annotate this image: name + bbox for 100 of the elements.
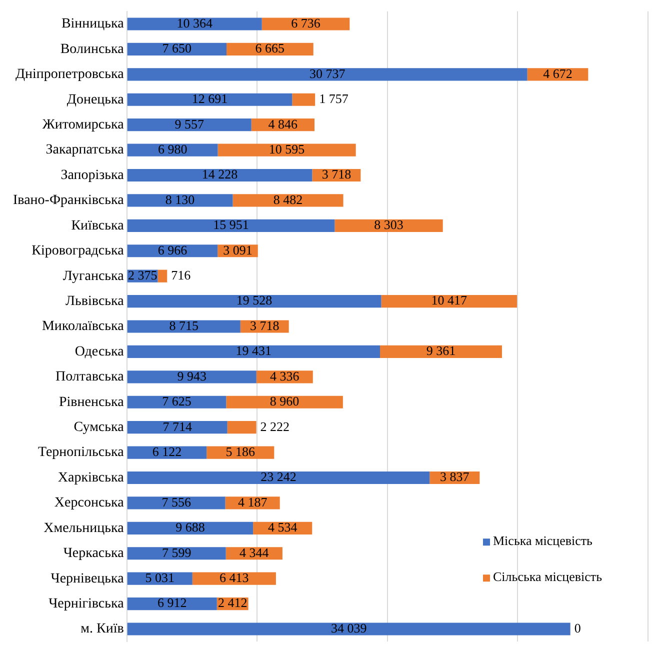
bar: [227, 421, 256, 434]
data-label: 14 228: [202, 166, 238, 182]
data-label: 10 364: [176, 15, 213, 30]
bar: [127, 345, 380, 358]
data-label: 7 650: [162, 40, 192, 56]
data-label: 30 737: [309, 66, 346, 81]
data-label: 5 186: [226, 444, 256, 459]
bar: [127, 622, 570, 636]
y-tick-label: Кіровоградська: [32, 244, 125, 259]
data-label: 10 595: [268, 141, 305, 156]
data-label: 12 691: [192, 91, 228, 106]
y-tick-label: Полтавська: [55, 370, 125, 385]
bar: [206, 446, 274, 459]
data-label: 1 757: [319, 91, 349, 106]
data-label: 4 187: [238, 494, 268, 510]
data-label: 3 091: [223, 242, 252, 258]
y-tick-label: Волинська: [60, 42, 125, 57]
bar: [127, 547, 226, 560]
y-tick-label: Одеська: [74, 344, 125, 360]
bar: [127, 370, 256, 384]
data-label: 6 122: [152, 444, 182, 459]
y-tick-label: Вінницька: [61, 16, 125, 32]
bar: [127, 118, 252, 132]
data-label: 3 718: [322, 166, 352, 182]
bar: [334, 219, 443, 232]
data-label: 6 736: [291, 15, 321, 30]
data-label: 6 966: [158, 242, 188, 258]
data-label: 8 130: [165, 192, 195, 207]
data-label: 8 482: [273, 192, 303, 207]
bar: [127, 168, 312, 182]
data-label: 2 412: [218, 595, 248, 610]
data-label: 4 672: [543, 66, 572, 81]
y-tick-label: Миколаївська: [42, 319, 125, 334]
y-tick-label: м. Київ: [80, 622, 124, 637]
y-tick-label: Харківська: [58, 470, 125, 486]
bar: [127, 396, 226, 408]
data-label: 0: [574, 620, 581, 636]
data-label: 10 417: [431, 292, 468, 308]
data-label: 6 413: [220, 570, 249, 585]
data-label: 7 599: [162, 544, 192, 560]
bar: [262, 18, 350, 30]
y-tick-label: Дніпропетровська: [15, 67, 125, 82]
bar: [380, 345, 502, 358]
y-tick-label: Івано-Франківська: [12, 193, 125, 208]
data-label: 9 557: [174, 116, 204, 132]
data-label: 7 625: [162, 394, 192, 409]
data-label: 7 714: [162, 418, 192, 434]
data-label: 4 344: [240, 544, 270, 560]
bar: [127, 194, 233, 207]
data-label: 4 534: [268, 520, 298, 535]
data-label: 15 951: [213, 217, 249, 232]
data-label: 6 665: [255, 40, 285, 56]
data-label: 3 718: [250, 318, 280, 333]
data-label: 9 943: [177, 368, 206, 384]
y-tick-label: Львівська: [66, 294, 125, 309]
bar: [127, 320, 240, 333]
data-label: 7 556: [162, 494, 192, 510]
bar: [127, 144, 218, 156]
bar: [158, 270, 168, 282]
data-label: 8 960: [270, 394, 300, 409]
data-label: 4 336: [270, 368, 300, 384]
data-label: 6 912: [158, 595, 187, 610]
y-tick-label: Закарпатська: [46, 142, 125, 158]
bar: [127, 421, 228, 434]
bar: [127, 597, 217, 610]
data-label: 4 846: [268, 116, 298, 132]
data-label: 5 031: [145, 570, 174, 585]
bar: [226, 396, 343, 408]
data-label: 2 375: [128, 268, 158, 283]
data-label: 23 242: [260, 469, 296, 484]
data-label: 8 303: [374, 217, 404, 232]
bar: [127, 471, 430, 484]
y-tick-label: Сумська: [74, 420, 125, 436]
bar: [127, 18, 262, 30]
data-label: 19 431: [236, 343, 272, 358]
y-tick-label: Житомирська: [42, 118, 125, 133]
data-label: 6 980: [158, 141, 188, 156]
y-tick-label: Тернопільська: [38, 445, 125, 460]
legend-label: Сільська місцевість: [493, 569, 602, 584]
legend-label: Міська місцевість: [493, 533, 593, 548]
bar: [127, 496, 226, 510]
y-tick-label: Херсонська: [54, 496, 125, 511]
y-tick-label: Київська: [71, 218, 125, 234]
data-label: 34 039: [330, 620, 367, 636]
y-tick-label: Рівненська: [58, 394, 125, 410]
bar: [127, 294, 382, 308]
bar: [127, 522, 254, 534]
data-label: 8 715: [169, 318, 198, 333]
data-label: 716: [171, 268, 192, 283]
bar: [381, 294, 517, 308]
bar: [127, 219, 335, 232]
data-label: 3 837: [440, 469, 470, 484]
bar: [127, 42, 227, 56]
y-tick-label: Донецька: [66, 92, 125, 108]
data-label: 9 361: [426, 343, 456, 358]
y-tick-label: Запорізька: [60, 168, 125, 183]
bar: [292, 93, 316, 106]
bar: [218, 144, 356, 156]
bar: [127, 93, 292, 106]
bar: [232, 194, 344, 207]
